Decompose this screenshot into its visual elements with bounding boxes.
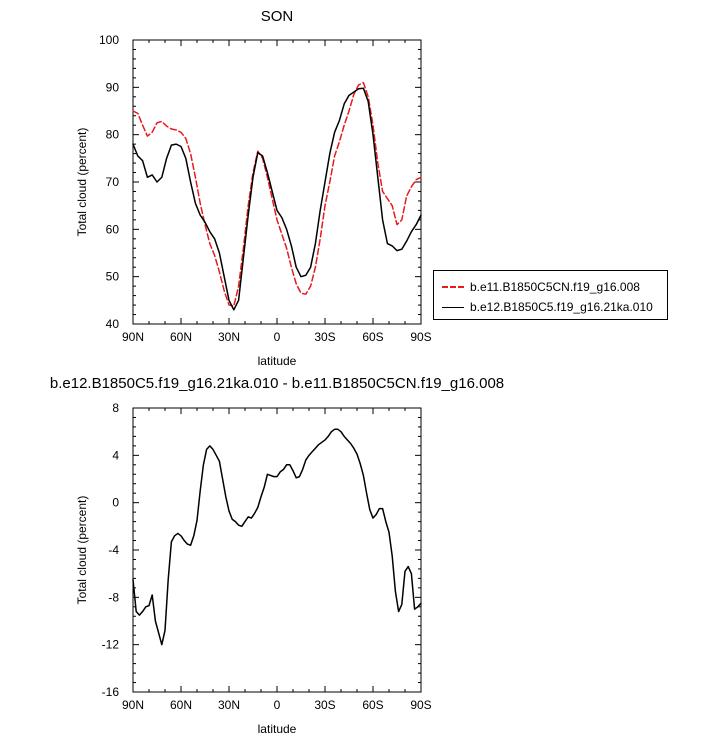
- legend-item-series-1: b.e11.B1850C5CN.f19_g16.008: [442, 279, 640, 295]
- chart-title: SON: [261, 8, 294, 25]
- x-tick-label: 60N: [170, 698, 192, 712]
- y-tick-label: 70: [106, 175, 120, 189]
- top-plot: SON 90N 60N 30N 0 30S 60S 90S 40 50 60 70 80 90 100 lat…: [75, 8, 432, 368]
- y-tick-label: -12: [102, 638, 120, 652]
- y-tick-label: 60: [106, 222, 120, 236]
- y-tick-label: 0: [112, 496, 119, 510]
- y-tick-label: -4: [108, 543, 119, 557]
- legend-swatch-series-2: [442, 306, 464, 308]
- y-tick-label: 100: [99, 33, 119, 47]
- legend-label-series-2: b.e12.B1850C5.f19_g16.21ka.010: [470, 300, 653, 314]
- x-tick-label: 90S: [410, 330, 431, 344]
- y-tick-label: 50: [106, 270, 120, 284]
- y-tick-label: -8: [108, 590, 119, 604]
- y-axis-label: Total cloud (percent): [75, 128, 89, 237]
- y-tick-label: -16: [102, 685, 120, 699]
- x-axis-label: latitude: [258, 354, 297, 368]
- x-tick-label: 30N: [218, 330, 240, 344]
- x-tick-label: 0: [274, 330, 281, 344]
- x-tick-label: 90N: [122, 698, 144, 712]
- x-tick-label: 90S: [410, 698, 431, 712]
- y-tick-label: 80: [106, 128, 120, 142]
- y-tick-label: 8: [112, 401, 119, 415]
- y-axis-label: Total cloud (percent): [75, 496, 89, 605]
- plot-frame: [132, 407, 422, 693]
- y-tick-label: 40: [106, 317, 120, 331]
- x-tick-label: 30S: [314, 330, 335, 344]
- bottom-plot: b.e12.B1850C5.f19_g16.21ka.010 - b.e11.B…: [50, 375, 504, 736]
- y-tick-label: 4: [112, 448, 119, 462]
- series-line-1: [132, 428, 422, 646]
- x-axis-label: latitude: [258, 722, 297, 736]
- legend-item-series-2: b.e12.B1850C5.f19_g16.21ka.010: [442, 299, 653, 315]
- legend-swatch-series-1: [442, 286, 464, 288]
- x-tick-label: 30S: [314, 698, 335, 712]
- x-tick-label: 60N: [170, 330, 192, 344]
- x-tick-label: 60S: [362, 698, 383, 712]
- series-line-2: [132, 87, 422, 311]
- x-tick-label: 0: [274, 698, 281, 712]
- x-tick-label: 90N: [122, 330, 144, 344]
- x-tick-label: 60S: [362, 330, 383, 344]
- series-line-1: [132, 81, 422, 307]
- x-tick-label: 30N: [218, 698, 240, 712]
- chart-title: b.e12.B1850C5.f19_g16.21ka.010 - b.e11.B…: [50, 375, 504, 392]
- y-tick-label: 90: [106, 80, 120, 94]
- legend-label-series-1: b.e11.B1850C5CN.f19_g16.008: [470, 280, 640, 294]
- legend: b.e11.B1850C5CN.f19_g16.008 b.e12.B1850C…: [433, 270, 668, 320]
